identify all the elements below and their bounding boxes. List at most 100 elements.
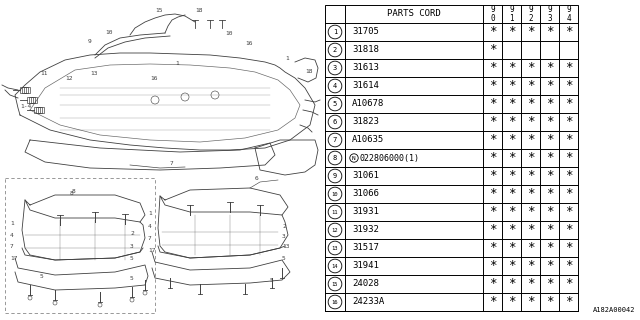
Text: 2: 2 — [333, 47, 337, 53]
Text: 1: 1 — [285, 56, 289, 61]
Bar — [31, 97, 37, 103]
Bar — [5, 178, 155, 313]
Text: *: * — [546, 79, 553, 92]
Text: 31614: 31614 — [352, 82, 379, 91]
Text: 4: 4 — [333, 83, 337, 89]
Text: 11: 11 — [332, 210, 339, 214]
Text: 10: 10 — [332, 191, 339, 196]
Text: *: * — [564, 79, 572, 92]
Text: *: * — [546, 151, 553, 164]
Text: PARTS CORD: PARTS CORD — [387, 10, 441, 19]
Text: *: * — [489, 205, 496, 219]
Text: 31932: 31932 — [352, 226, 379, 235]
Text: *: * — [489, 61, 496, 75]
Text: 31823: 31823 — [352, 117, 379, 126]
Text: *: * — [564, 260, 572, 273]
Text: *: * — [546, 242, 553, 254]
Text: *: * — [489, 242, 496, 254]
Text: 9: 9 — [88, 39, 92, 44]
Bar — [325, 5, 578, 311]
Text: 8: 8 — [72, 189, 76, 194]
Text: 10: 10 — [225, 31, 232, 36]
Text: 9: 9 — [333, 173, 337, 179]
Text: *: * — [564, 170, 572, 182]
Text: 7: 7 — [333, 137, 337, 143]
Text: *: * — [508, 61, 515, 75]
Text: *: * — [489, 116, 496, 129]
Bar — [27, 97, 33, 103]
Text: 31613: 31613 — [352, 63, 379, 73]
Text: *: * — [508, 170, 515, 182]
Text: 5: 5 — [282, 256, 285, 261]
Text: *: * — [508, 98, 515, 110]
Text: 17: 17 — [148, 248, 156, 253]
Text: A182A00042: A182A00042 — [593, 307, 635, 313]
Text: *: * — [546, 295, 553, 308]
Text: *: * — [527, 98, 534, 110]
Text: 1: 1 — [175, 61, 179, 66]
Text: *: * — [527, 242, 534, 254]
Bar — [20, 87, 26, 93]
Text: *: * — [546, 260, 553, 273]
Text: 31705: 31705 — [352, 28, 379, 36]
Text: *: * — [527, 295, 534, 308]
Text: *: * — [489, 133, 496, 147]
Text: *: * — [564, 295, 572, 308]
Text: 31931: 31931 — [352, 207, 379, 217]
Text: *: * — [527, 79, 534, 92]
Text: 12: 12 — [65, 76, 72, 81]
Text: *: * — [546, 223, 553, 236]
Text: N: N — [352, 156, 356, 161]
Text: *: * — [489, 260, 496, 273]
Text: 18: 18 — [195, 8, 202, 13]
Text: 7: 7 — [170, 161, 173, 166]
Text: *: * — [508, 205, 515, 219]
Text: 1: 1 — [10, 221, 13, 226]
Text: 16: 16 — [245, 41, 253, 46]
Text: 2: 2 — [282, 224, 285, 229]
Text: 16: 16 — [332, 300, 339, 305]
Text: *: * — [508, 295, 515, 308]
Text: 15: 15 — [155, 8, 163, 13]
Text: 6: 6 — [333, 119, 337, 125]
Text: 12: 12 — [332, 228, 339, 233]
Text: 15: 15 — [332, 282, 339, 286]
Text: *: * — [508, 116, 515, 129]
Text: *: * — [489, 98, 496, 110]
Text: *: * — [546, 170, 553, 182]
Text: 6: 6 — [255, 176, 259, 181]
Text: *: * — [527, 260, 534, 273]
Text: 5: 5 — [40, 274, 44, 279]
Text: 5: 5 — [270, 278, 274, 283]
Text: *: * — [527, 205, 534, 219]
Text: *: * — [489, 79, 496, 92]
Text: *: * — [527, 188, 534, 201]
Text: 9
1: 9 1 — [509, 5, 514, 23]
Text: 1: 1 — [333, 29, 337, 35]
Text: *: * — [564, 242, 572, 254]
Text: *: * — [508, 223, 515, 236]
Text: 3: 3 — [282, 234, 285, 239]
Text: *: * — [527, 26, 534, 38]
Text: *: * — [546, 116, 553, 129]
Text: *: * — [489, 170, 496, 182]
Text: 18: 18 — [305, 69, 312, 74]
Text: 4: 4 — [10, 233, 13, 238]
Text: 9
4: 9 4 — [566, 5, 571, 23]
Text: 31818: 31818 — [352, 45, 379, 54]
Text: *: * — [527, 170, 534, 182]
Text: 2: 2 — [130, 231, 134, 236]
Text: 24028: 24028 — [352, 279, 379, 289]
Text: 5: 5 — [130, 276, 134, 281]
Text: *: * — [546, 98, 553, 110]
Text: *: * — [489, 26, 496, 38]
Text: 24233A: 24233A — [352, 298, 384, 307]
Bar — [29, 97, 35, 103]
Text: 1-4: 1-4 — [20, 104, 31, 109]
Text: 9
3: 9 3 — [547, 5, 552, 23]
Text: *: * — [489, 295, 496, 308]
Text: 4: 4 — [148, 224, 152, 229]
Text: *: * — [508, 26, 515, 38]
Text: *: * — [508, 151, 515, 164]
Text: 8: 8 — [70, 191, 74, 196]
